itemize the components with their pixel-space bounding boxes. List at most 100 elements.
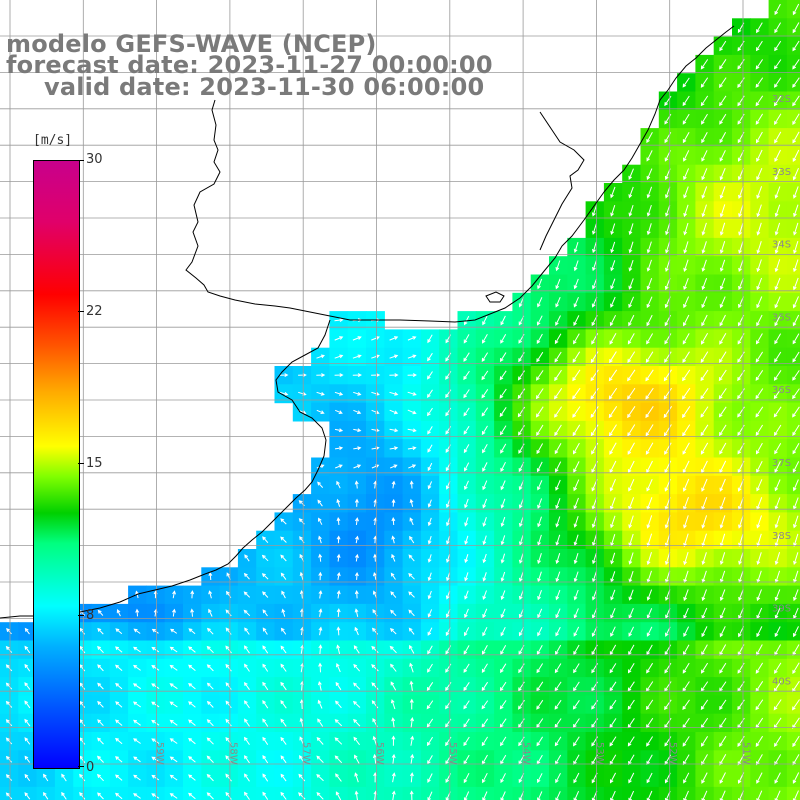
wind-arrow — [336, 480, 341, 489]
wind-arrow — [208, 608, 213, 617]
wind-arrow — [390, 663, 397, 672]
wind-arrow — [573, 589, 579, 601]
wind-arrow — [464, 535, 469, 545]
wind-cell — [786, 164, 800, 184]
wind-arrow — [755, 699, 764, 711]
wind-arrow — [609, 351, 617, 364]
wind-arrow — [499, 352, 507, 363]
wind-arrow — [97, 737, 104, 745]
wind-arrow — [645, 424, 654, 437]
wind-arrow — [500, 736, 507, 747]
wind-arrow — [5, 700, 13, 708]
wind-arrow — [573, 442, 580, 455]
wind-arrow — [262, 591, 269, 598]
wind-arrow — [592, 223, 597, 235]
lon-label: 52W — [667, 742, 678, 765]
wind-arrow — [555, 260, 561, 272]
wind-arrow — [280, 755, 287, 764]
wind-arrow — [262, 609, 268, 617]
wind-arrow — [592, 552, 597, 565]
wind-arrow — [756, 479, 763, 492]
wind-arrow — [518, 571, 524, 583]
colorbar — [33, 160, 80, 769]
wind-arrow — [646, 333, 654, 345]
wind-arrow — [373, 571, 377, 581]
wind-arrow — [555, 553, 561, 565]
wind-arrow — [627, 369, 636, 382]
wind-cell — [786, 91, 800, 111]
coastline-uruguay-brazil — [185, 25, 735, 323]
wind-arrow — [792, 370, 800, 381]
wind-arrow — [628, 278, 634, 290]
wind-arrow — [572, 351, 581, 363]
wind-arrow — [317, 499, 323, 507]
valid-date: valid date: 2023-11-30 06:00:00 — [44, 73, 485, 101]
wind-arrow — [719, 424, 727, 437]
wind-cell — [786, 36, 800, 56]
wind-arrow — [609, 699, 617, 710]
wind-arrow — [591, 515, 598, 529]
wind-arrow — [537, 534, 542, 546]
wind-arrow — [755, 40, 763, 52]
wind-arrow — [206, 664, 214, 672]
wind-cell — [786, 183, 800, 202]
wind-arrow — [280, 773, 287, 782]
wind-arrow — [592, 278, 598, 290]
wind-arrow — [389, 336, 399, 341]
wind-arrow — [409, 498, 414, 507]
wind-cell — [786, 549, 800, 568]
wind-cell — [183, 786, 202, 800]
wind-arrow — [793, 186, 799, 199]
wind-arrow — [756, 460, 763, 474]
wind-cell — [786, 750, 800, 770]
wind-arrow — [646, 168, 653, 181]
wind-arrow — [133, 646, 141, 653]
wind-arrow — [645, 442, 654, 455]
wind-cell — [786, 768, 800, 788]
wind-arrow — [427, 444, 433, 453]
wind-arrow — [261, 554, 269, 562]
lat-label: 40S — [772, 676, 791, 687]
wind-arrow — [225, 663, 232, 672]
wind-arrow — [573, 516, 579, 528]
wind-arrow — [446, 535, 451, 545]
wind-arrow — [243, 663, 250, 672]
wind-arrow — [609, 681, 617, 692]
wind-arrow — [280, 554, 287, 562]
wind-arrow — [244, 755, 250, 764]
wind-arrow — [334, 755, 343, 764]
wind-arrow — [756, 259, 762, 273]
wind-arrow — [354, 790, 359, 800]
wind-arrow — [389, 627, 397, 635]
wind-cell — [512, 786, 532, 800]
wind-arrow — [151, 756, 160, 763]
wind-arrow — [407, 354, 417, 359]
wind-arrow — [555, 461, 562, 473]
wind-arrow — [518, 699, 525, 710]
wind-arrow — [719, 772, 726, 784]
wind-arrow — [244, 791, 250, 800]
wind-arrow — [555, 608, 561, 619]
wind-arrow — [279, 373, 289, 378]
wind-arrow — [774, 77, 782, 88]
wind-arrow — [682, 77, 690, 88]
wind-arrow — [573, 681, 580, 692]
wind-arrow — [318, 517, 323, 525]
wind-arrow — [354, 626, 359, 636]
wind-arrow — [464, 554, 469, 564]
wind-arrow — [463, 682, 470, 692]
wind-arrow — [463, 645, 470, 655]
wind-arrow — [353, 446, 362, 451]
wind-arrow — [517, 370, 526, 381]
wind-arrow — [700, 77, 709, 88]
colorbar-tick — [78, 160, 84, 161]
wind-arrow — [482, 315, 488, 326]
wind-arrow — [554, 663, 562, 674]
lon-label: 57W — [301, 742, 312, 765]
wind-arrow — [573, 497, 579, 510]
wind-arrow — [225, 682, 232, 690]
wind-arrow — [151, 719, 160, 726]
wind-arrow — [427, 535, 432, 545]
wind-arrow — [773, 95, 782, 107]
wind-arrow — [409, 517, 414, 526]
